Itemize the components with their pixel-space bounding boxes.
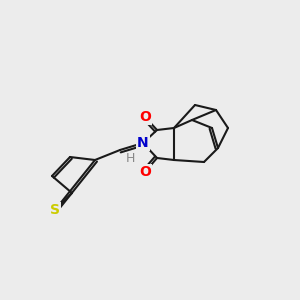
Text: O: O <box>139 110 151 124</box>
Text: S: S <box>50 203 60 217</box>
Text: O: O <box>139 165 151 179</box>
Text: H: H <box>125 152 135 166</box>
Text: N: N <box>137 136 149 150</box>
